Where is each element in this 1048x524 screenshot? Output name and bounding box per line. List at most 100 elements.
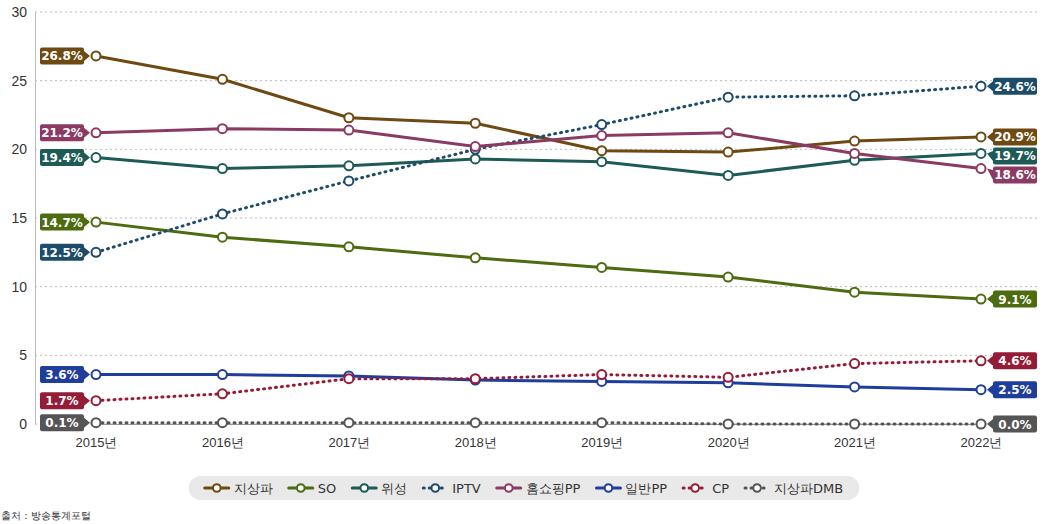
point xyxy=(850,420,859,429)
legend-marker xyxy=(213,484,221,492)
grid-line xyxy=(35,218,1040,219)
label-pointer xyxy=(987,356,993,366)
y-tick-label: 0 xyxy=(19,416,27,432)
label-box xyxy=(993,166,1037,183)
point xyxy=(218,233,227,242)
y-tick: 0 xyxy=(19,416,35,432)
series-line xyxy=(96,222,981,299)
x-axis: 2015년2016년2017년2018년2019년2020년2021년2022년 xyxy=(76,424,1003,450)
label-box xyxy=(40,149,84,166)
data-label-text: 14.7% xyxy=(41,216,83,230)
series-line xyxy=(96,86,981,252)
series xyxy=(92,82,986,257)
label-box xyxy=(993,128,1037,145)
y-tick: 10 xyxy=(11,279,35,295)
y-tick-label: 25 xyxy=(11,73,27,89)
point xyxy=(597,263,606,272)
legend-item: 홈쇼핑PP xyxy=(497,481,581,496)
x-tick-label: 2015년 xyxy=(76,435,118,450)
point xyxy=(977,82,986,91)
legend-item: IPTV xyxy=(423,481,481,496)
point xyxy=(977,295,986,304)
point xyxy=(471,253,480,262)
legend-label: 일반PP xyxy=(625,481,667,496)
legend-item: CP xyxy=(683,481,729,496)
point xyxy=(344,161,353,170)
label-box xyxy=(993,381,1037,398)
grid-line xyxy=(35,80,1040,81)
x-tick-label: 2019년 xyxy=(581,435,623,450)
data-label: 9.1% xyxy=(987,291,1037,308)
point xyxy=(597,146,606,155)
grid-line xyxy=(35,12,1040,13)
label-pointer xyxy=(987,132,993,142)
point xyxy=(92,51,101,60)
point xyxy=(850,137,859,146)
point xyxy=(344,126,353,135)
label-pointer xyxy=(84,247,90,257)
data-label: 1.7% xyxy=(40,392,90,409)
x-axis-line xyxy=(97,424,982,425)
label-pointer xyxy=(987,81,993,91)
legend-label: 홈쇼핑PP xyxy=(526,481,581,496)
legend: 지상파SO위성IPTV홈쇼핑PP일반PPCP지상파DMB xyxy=(189,476,859,500)
label-box xyxy=(993,147,1037,164)
point xyxy=(344,113,353,122)
point xyxy=(724,373,733,382)
label-box xyxy=(40,124,84,141)
data-label: 26.8% xyxy=(40,47,90,64)
grid-line xyxy=(35,149,1040,150)
point xyxy=(597,370,606,379)
data-label: 4.6% xyxy=(987,352,1037,369)
legend-box xyxy=(189,476,859,500)
point xyxy=(218,209,227,218)
series xyxy=(92,218,986,304)
y-tick: 5 xyxy=(19,347,35,363)
x-tick-label: 2022년 xyxy=(961,435,1003,450)
series-line xyxy=(96,361,981,401)
label-box xyxy=(40,47,84,64)
point xyxy=(344,242,353,251)
legend-item: 지상파 xyxy=(205,481,273,496)
point xyxy=(92,396,101,405)
series xyxy=(92,124,986,173)
chart: 0510152025302015년2016년2017년2018년2019년202… xyxy=(0,0,1048,524)
source-note: 출처 : 방송통계포털 xyxy=(1,510,91,521)
point xyxy=(471,142,480,151)
legend-item: 일반PP xyxy=(596,481,667,496)
y-tick-label: 30 xyxy=(11,4,27,20)
y-tick-label: 20 xyxy=(11,141,27,157)
point xyxy=(471,154,480,163)
label-pointer xyxy=(987,385,993,395)
data-label: 19.4% xyxy=(40,149,90,166)
y-axis-line xyxy=(35,13,36,425)
point xyxy=(92,370,101,379)
y-tick: 20 xyxy=(11,141,35,157)
label-box xyxy=(40,392,84,409)
label-box xyxy=(40,414,84,431)
grid-line xyxy=(35,424,1040,425)
series xyxy=(92,149,986,180)
point xyxy=(218,164,227,173)
data-label: 3.6% xyxy=(40,366,90,383)
data-label: 19.7% xyxy=(987,147,1037,164)
point xyxy=(850,149,859,158)
data-label-text: 3.6% xyxy=(45,368,78,382)
legend-marker xyxy=(431,484,439,492)
series-line xyxy=(96,423,981,424)
point xyxy=(92,153,101,162)
point xyxy=(471,374,480,383)
label-box xyxy=(40,214,84,231)
label-pointer xyxy=(84,418,90,428)
label-pointer xyxy=(84,153,90,163)
series xyxy=(92,418,986,428)
point xyxy=(471,418,480,427)
point xyxy=(724,128,733,137)
x-tick-label: 2020년 xyxy=(708,435,750,450)
point xyxy=(597,131,606,140)
grid-line xyxy=(35,355,1040,356)
data-label: 21.2% xyxy=(40,124,90,141)
data-labels: 26.8%20.9%14.7%9.1%19.4%19.7%12.5%24.6%2… xyxy=(40,47,1037,432)
label-box xyxy=(993,416,1037,433)
legend-marker xyxy=(753,484,761,492)
